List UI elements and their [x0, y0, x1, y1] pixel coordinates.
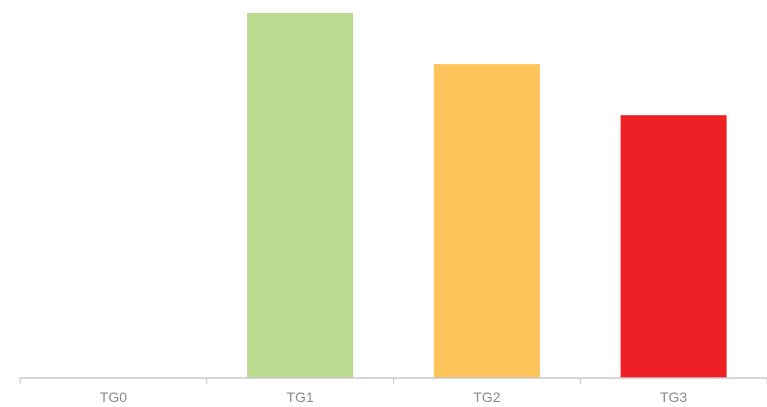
tick-label-tg1: TG1 [286, 389, 313, 405]
tick-label-tg2: TG2 [473, 389, 500, 405]
x-axis-ticks [19, 378, 767, 384]
bars-group [247, 13, 727, 378]
bar-tg3 [620, 115, 727, 378]
tick-label-tg3: TG3 [660, 389, 687, 405]
x-axis-labels: TG0 TG1 TG2 TG3 [100, 389, 688, 405]
bar-tg2 [433, 64, 540, 378]
tick-label-tg0: TG0 [100, 389, 127, 405]
bar-tg1 [247, 13, 354, 378]
